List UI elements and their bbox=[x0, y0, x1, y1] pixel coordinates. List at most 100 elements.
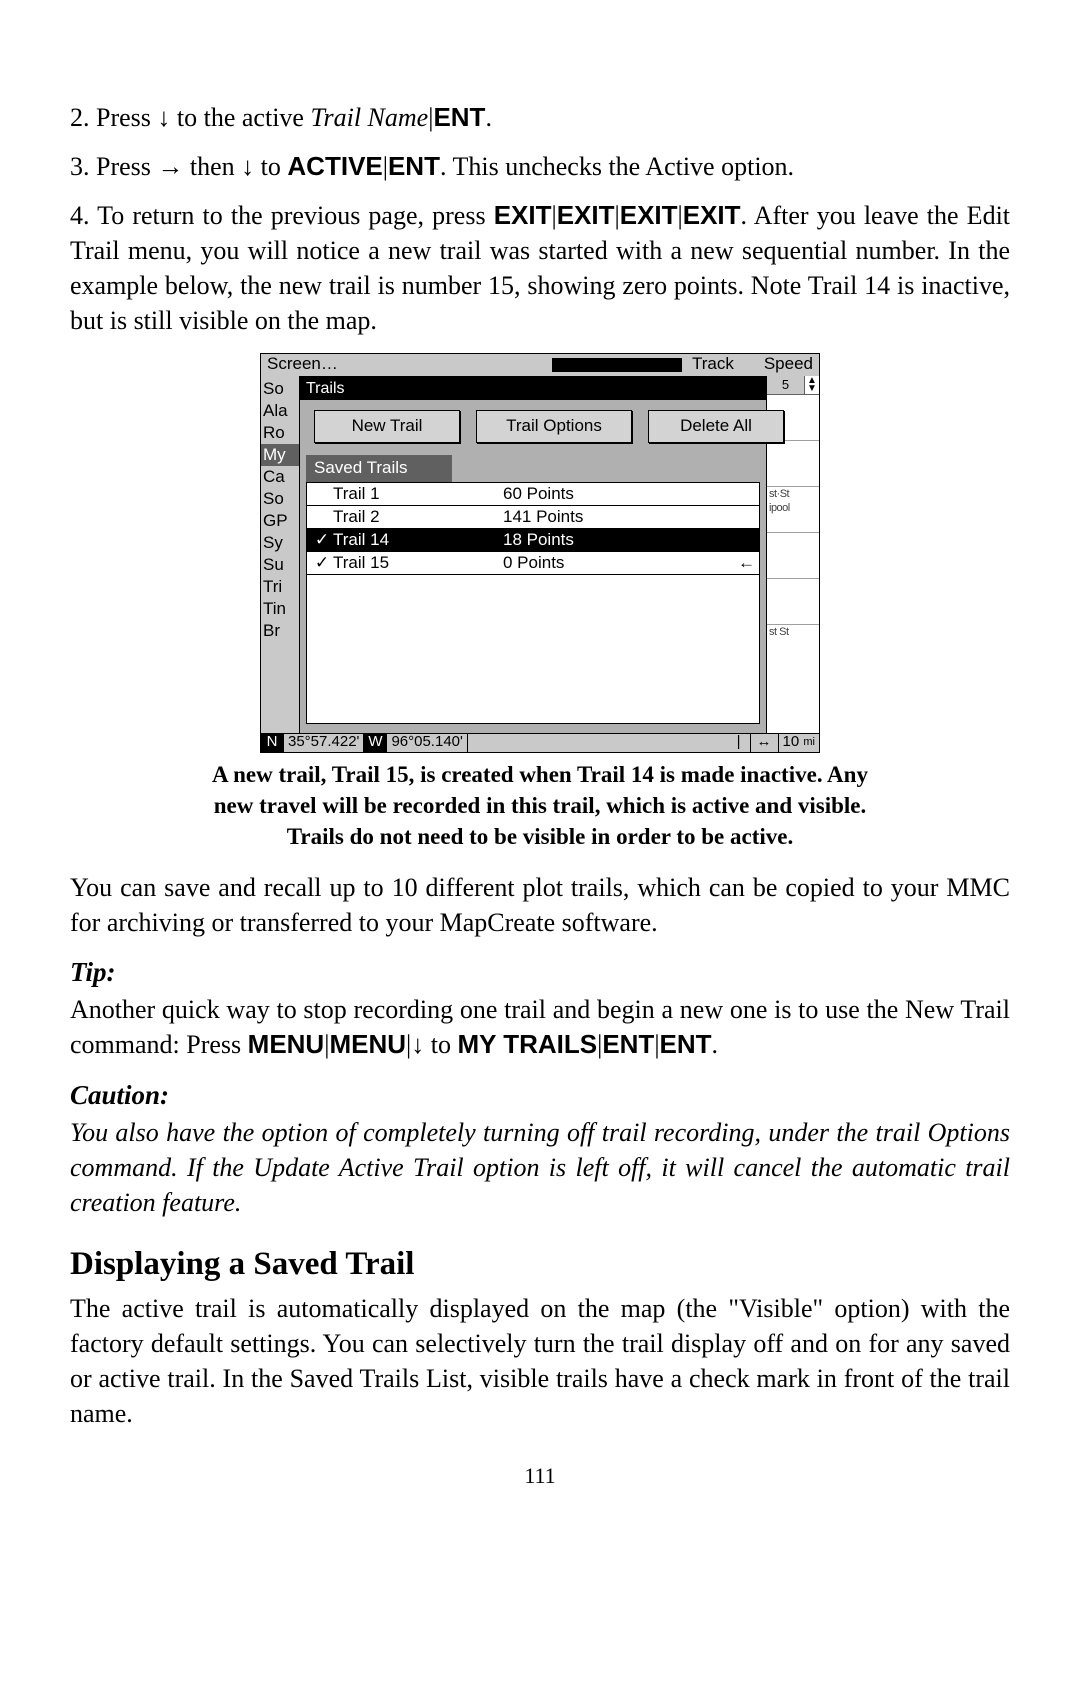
menu-screen[interactable]: Screen… bbox=[261, 353, 344, 376]
tip-to: to bbox=[424, 1030, 457, 1059]
trail-row[interactable]: ✓Trail 1418 Points bbox=[307, 529, 759, 552]
trail-points: 0 Points bbox=[503, 552, 731, 574]
step4-exit4: EXIT bbox=[683, 200, 741, 230]
tip-down-arrow-icon: ↓ bbox=[411, 1029, 424, 1059]
trail-name: Trail 2 bbox=[333, 506, 503, 528]
menu-speed[interactable]: Speed bbox=[758, 353, 819, 376]
status-lon: 96°05.140' bbox=[387, 734, 467, 752]
step2-mid: to the active bbox=[170, 103, 310, 132]
scale-unit: mi bbox=[803, 735, 815, 750]
step4-prefix: 4. To return to the previous page, press bbox=[70, 201, 494, 230]
trail-points: 60 Points bbox=[503, 483, 731, 505]
gps-device-screen: Screen… Track Speed SoAlaRoMyCaSoGPSySuT… bbox=[260, 353, 820, 753]
lr-arrow-icon: ↔ bbox=[751, 732, 778, 752]
trail-name: Trail 15 bbox=[333, 552, 503, 574]
saved-trails-header: Saved Trails bbox=[306, 455, 452, 482]
step4-exit2: EXIT bbox=[557, 200, 615, 230]
para-save-trails: You can save and recall up to 10 differe… bbox=[70, 870, 1010, 940]
status-scale: 10 mi bbox=[778, 734, 819, 752]
tip-ent2: ENT bbox=[660, 1029, 712, 1059]
tip-menu2: MENU bbox=[329, 1029, 406, 1059]
tip-body: Another quick way to stop recording one … bbox=[70, 992, 1010, 1062]
page-number: 111 bbox=[70, 1461, 1010, 1491]
tip-ent1: ENT bbox=[602, 1029, 654, 1059]
right-label-2: ipool bbox=[767, 501, 819, 516]
left-arrow-icon bbox=[731, 529, 755, 551]
left-arrow-icon bbox=[731, 483, 755, 505]
left-arrow-icon bbox=[731, 506, 755, 528]
caution-body: You also have the option of completely t… bbox=[70, 1115, 1010, 1220]
sidebar-item[interactable]: Ca bbox=[261, 466, 299, 488]
check-icon bbox=[311, 483, 333, 505]
step-2: 2. Press ↓ to the active Trail Name|ENT. bbox=[70, 100, 1010, 135]
check-icon: ✓ bbox=[311, 552, 333, 574]
step3-active: ACTIVE bbox=[287, 151, 382, 181]
sidebar-item[interactable]: Ro bbox=[261, 422, 299, 444]
spinner-value: 5 bbox=[767, 376, 805, 394]
caption-l3: Trails do not need to be visible in orde… bbox=[287, 824, 793, 849]
right-arrow-icon: → bbox=[157, 151, 183, 181]
right-label-1: st·St bbox=[767, 487, 819, 502]
trails-panel-title: Trails bbox=[300, 377, 766, 401]
right-label-3: st St bbox=[767, 625, 819, 640]
down-arrow-icon: ↓ bbox=[241, 151, 254, 181]
right-seg-3: st·St ipool bbox=[767, 487, 819, 533]
sidebar-item[interactable]: Tri bbox=[261, 576, 299, 598]
step-3: 3. Press → then ↓ to ACTIVE|ENT. This un… bbox=[70, 149, 1010, 184]
sidebar-item[interactable]: Br bbox=[261, 620, 299, 642]
section-heading: Displaying a Saved Trail bbox=[70, 1242, 1010, 1287]
sidebar-item[interactable]: Tin bbox=[261, 598, 299, 620]
down-arrow-icon: ↓ bbox=[157, 102, 170, 132]
saved-trails-list[interactable]: Trail 160 PointsTrail 2141 Points✓Trail … bbox=[306, 482, 760, 724]
caption-l1: A new trail, Trail 15, is created when T… bbox=[212, 762, 868, 787]
tip-suffix: . bbox=[712, 1030, 719, 1059]
step3-mid1: then bbox=[183, 152, 241, 181]
manual-page: 2. Press ↓ to the active Trail Name|ENT.… bbox=[0, 0, 1080, 1551]
right-seg-2 bbox=[767, 441, 819, 487]
step4-exit1: EXIT bbox=[494, 200, 552, 230]
step2-ent: ENT bbox=[433, 102, 485, 132]
trail-row[interactable]: Trail 2141 Points bbox=[307, 506, 759, 529]
sidebar-item[interactable]: Sy bbox=[261, 532, 299, 554]
left-arrow-icon: ← bbox=[731, 552, 755, 574]
spinner[interactable]: 5 ▲▼ bbox=[767, 376, 819, 395]
sidebar-item[interactable]: So bbox=[261, 378, 299, 400]
step3-ent: ENT bbox=[388, 151, 440, 181]
scale-val: 10 bbox=[783, 732, 800, 752]
trail-name: Trail 1 bbox=[333, 483, 503, 505]
status-cursor: | bbox=[728, 734, 751, 752]
caution-heading: Caution: bbox=[70, 1077, 1010, 1113]
step2-suffix: . bbox=[485, 103, 492, 132]
spinner-arrows-icon[interactable]: ▲▼ bbox=[805, 376, 819, 394]
status-n: N bbox=[261, 734, 284, 752]
menubar: Screen… Track Speed bbox=[261, 354, 819, 377]
tip-mytrails: MY TRAILS bbox=[457, 1029, 597, 1059]
trail-points: 18 Points bbox=[503, 529, 731, 551]
section-body: The active trail is automatically displa… bbox=[70, 1291, 1010, 1431]
gps-screenshot: Screen… Track Speed SoAlaRoMyCaSoGPSySuT… bbox=[260, 353, 820, 753]
sidebar-item[interactable]: GP bbox=[261, 510, 299, 532]
sidebar-list: SoAlaRoMyCaSoGPSySuTriTinBr bbox=[261, 376, 299, 734]
step4-exit3: EXIT bbox=[620, 200, 678, 230]
check-icon bbox=[311, 506, 333, 528]
sidebar-item[interactable]: Ala bbox=[261, 400, 299, 422]
statusbar: N 35°57.422' W 96°05.140' | ↔ 10 mi bbox=[261, 733, 819, 752]
sidebar-item[interactable]: My bbox=[261, 444, 299, 466]
trail-options-button[interactable]: Trail Options bbox=[476, 410, 632, 443]
step3-suffix: . This unchecks the Active option. bbox=[440, 152, 794, 181]
sidebar-item[interactable]: Su bbox=[261, 554, 299, 576]
new-trail-button[interactable]: New Trail bbox=[314, 410, 460, 443]
trail-row[interactable]: ✓Trail 150 Points← bbox=[307, 552, 759, 575]
menu-track[interactable]: Track bbox=[686, 353, 740, 376]
sidebar-item[interactable]: So bbox=[261, 488, 299, 510]
step3-mid2: to bbox=[254, 152, 287, 181]
delete-all-button[interactable]: Delete All bbox=[648, 410, 784, 443]
right-seg-4 bbox=[767, 533, 819, 579]
status-w: W bbox=[364, 734, 387, 752]
caption-l2: new travel will be recorded in this trai… bbox=[214, 793, 867, 818]
trail-row[interactable]: Trail 160 Points bbox=[307, 483, 759, 506]
status-lat: 35°57.422' bbox=[284, 734, 364, 752]
menubar-separator bbox=[552, 358, 682, 372]
right-seg-6: st St bbox=[767, 625, 819, 670]
step2-trail-name: Trail Name bbox=[310, 103, 428, 132]
